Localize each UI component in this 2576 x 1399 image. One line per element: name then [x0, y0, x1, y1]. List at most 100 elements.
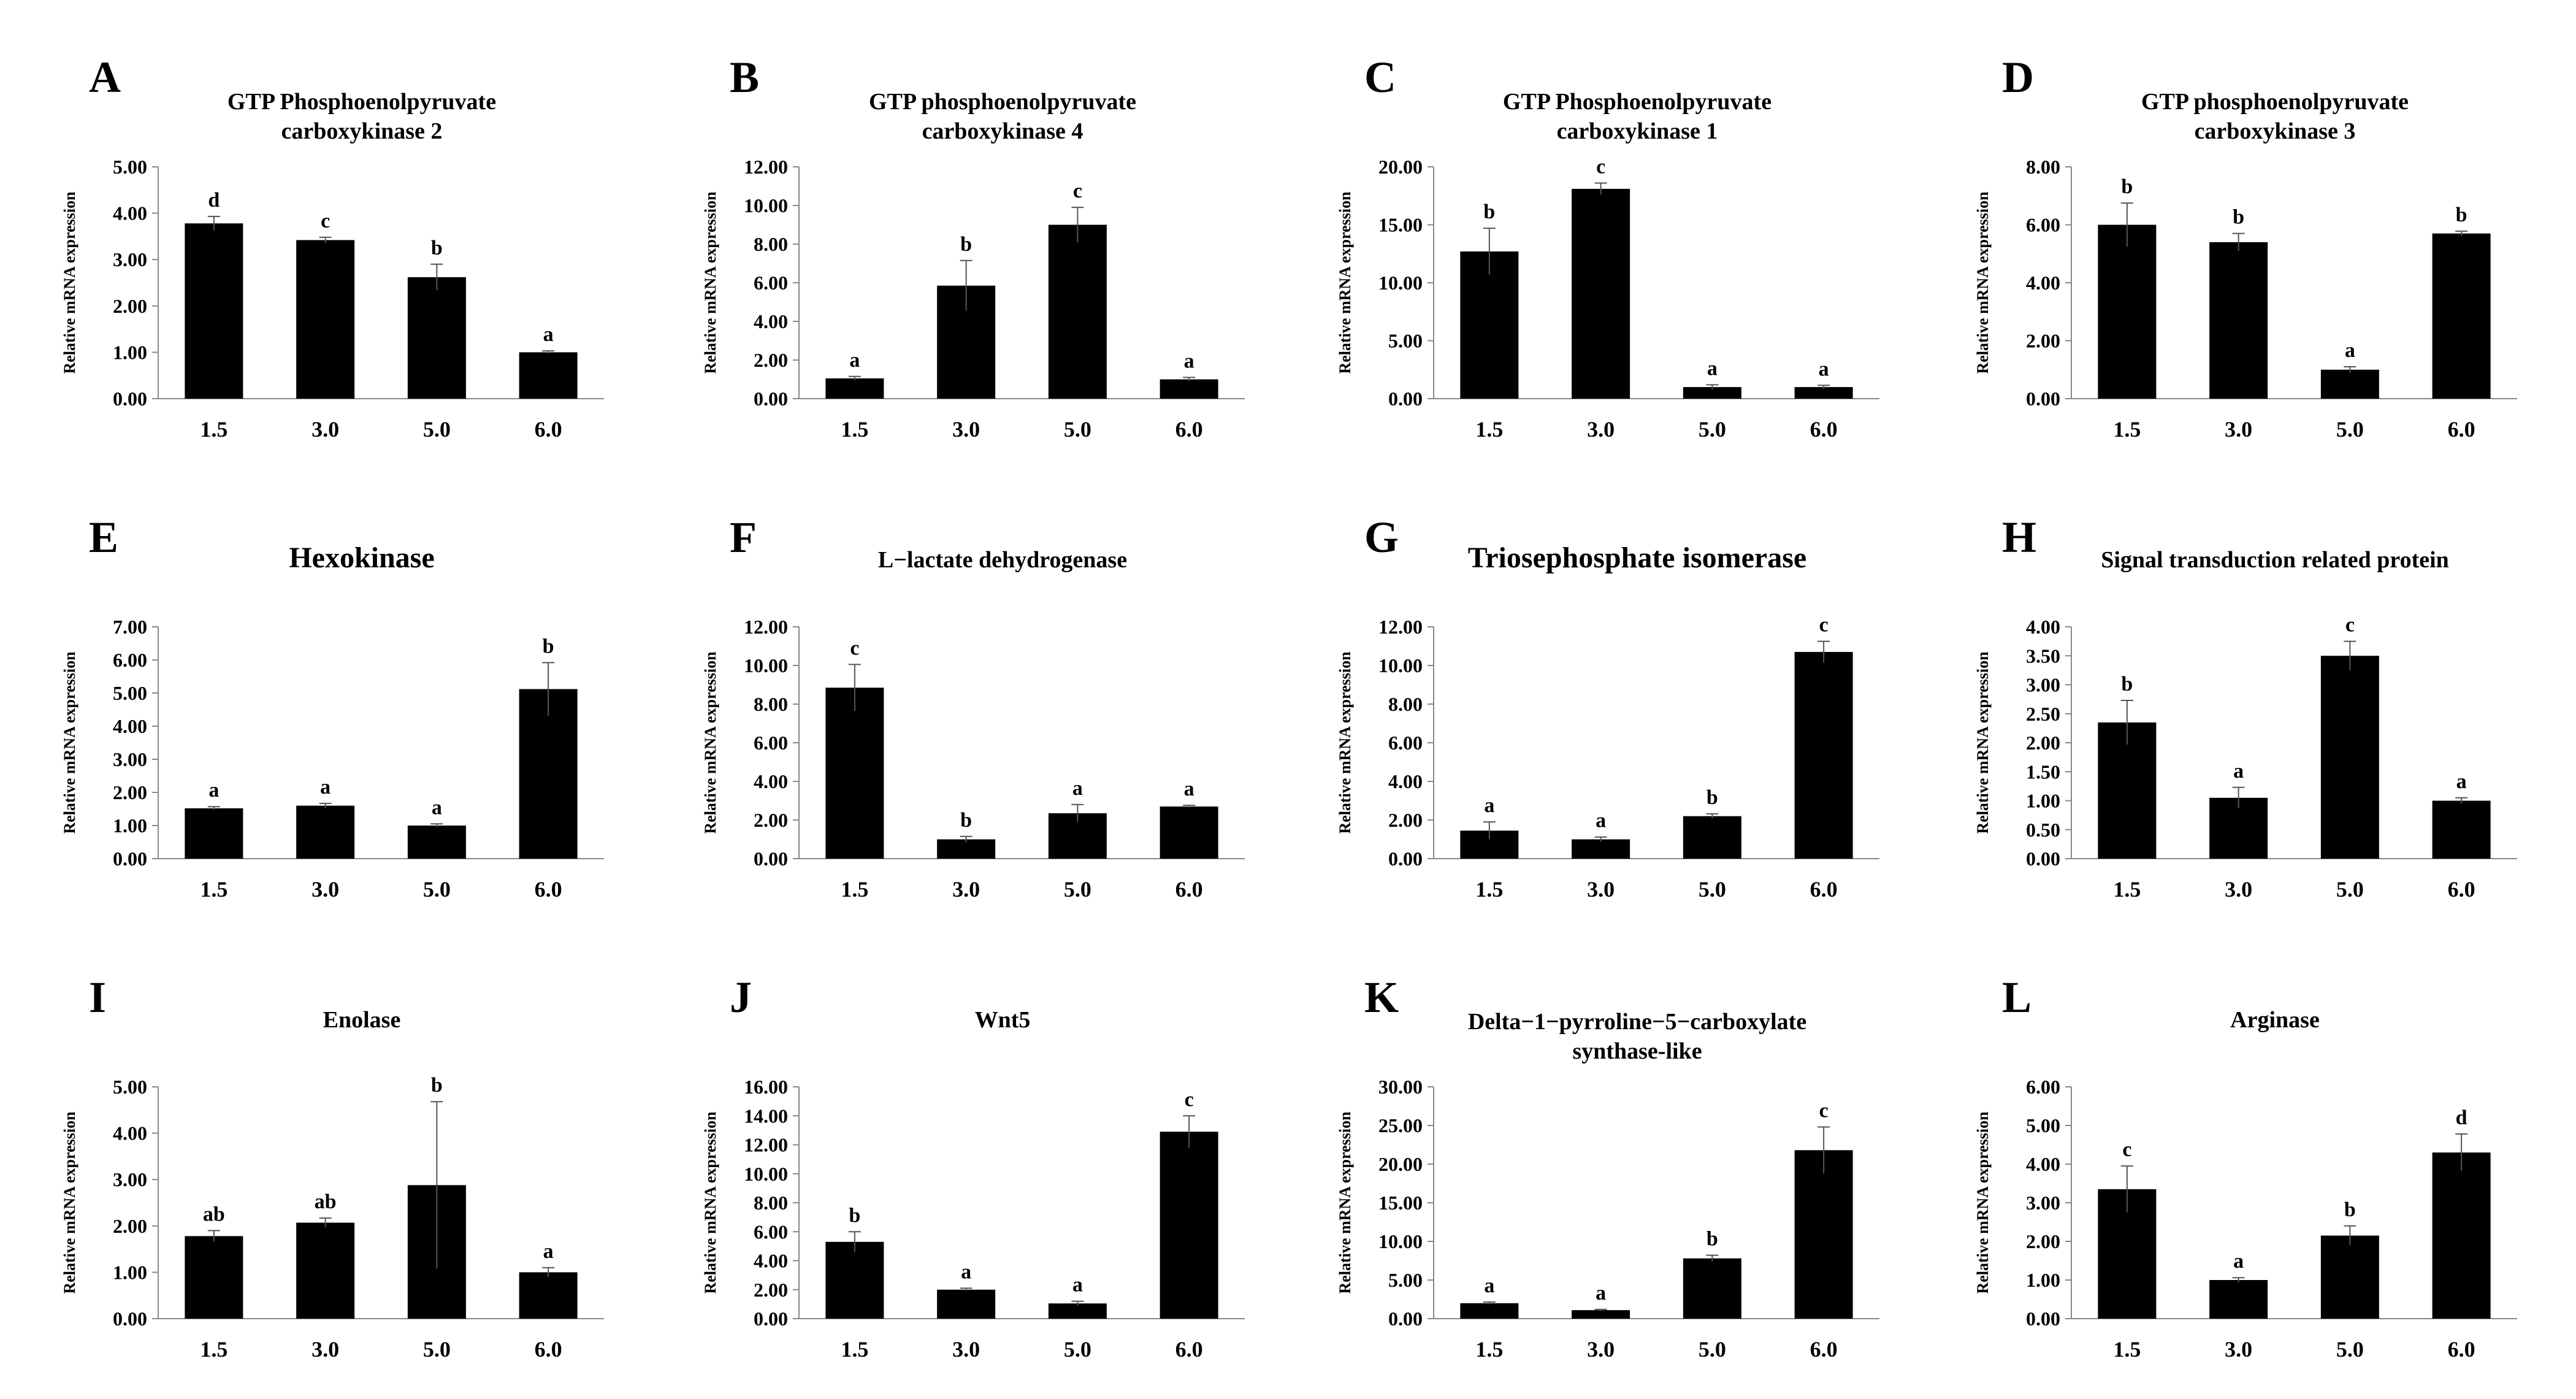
significance-label: b [1707, 1228, 1718, 1251]
panel-letter: B [730, 53, 759, 102]
chart-title-line: carboxykinase 1 [1557, 118, 1718, 144]
bar-3.0 [1572, 188, 1630, 399]
bar-5.0 [2320, 656, 2379, 859]
significance-label: ab [315, 1190, 337, 1213]
bar-5.0 [1683, 1258, 1741, 1319]
x-tick-label: 1.5 [841, 417, 868, 442]
y-tick-label: 0.00 [754, 1308, 788, 1330]
x-tick-label: 1.5 [1475, 1337, 1503, 1362]
panel-letter: K [1364, 973, 1399, 1022]
y-tick-label: 0.00 [113, 848, 147, 870]
bar-5.0 [1683, 387, 1741, 399]
y-tick-label: 30.00 [1378, 1076, 1423, 1098]
chart-title-line: carboxykinase 4 [922, 118, 1084, 144]
bar-1.5 [825, 688, 884, 859]
panel-d: D GTP phosphoenolpyruvate carboxykinase 3 R… [1974, 53, 2517, 442]
y-tick-label: 4.00 [1388, 770, 1423, 792]
x-tick-label: 5.0 [1064, 877, 1091, 902]
x-tick-label: 5.0 [1064, 1337, 1091, 1362]
y-tick-label: 2.00 [1388, 809, 1423, 831]
y-tick-label: 0.00 [1388, 388, 1423, 410]
y-tick-label: 2.50 [2026, 703, 2060, 725]
significance-label: b [431, 237, 443, 259]
y-tick-label: 4.00 [754, 770, 788, 792]
x-tick-label: 6.0 [535, 877, 562, 902]
significance-label: a [432, 796, 442, 819]
y-axis-label: Relative mRNA expression [701, 651, 719, 834]
y-axis-label: Relative mRNA expression [1974, 191, 1992, 374]
bar-3.0 [296, 1222, 355, 1319]
x-tick-label: 5.0 [423, 1337, 451, 1362]
y-tick-label: 3.00 [2026, 1192, 2060, 1214]
significance-label: b [2121, 175, 2133, 198]
bar-6.0 [1160, 806, 1218, 859]
significance-label: c [1819, 1100, 1829, 1122]
significance-label: a [1596, 810, 1606, 832]
x-tick-label: 5.0 [1699, 417, 1726, 442]
x-tick-label: 1.5 [200, 417, 227, 442]
y-tick-label: 10.00 [744, 1163, 788, 1185]
y-tick-label: 0.00 [2026, 1308, 2060, 1330]
significance-label: a [1596, 1282, 1606, 1305]
chart-title-line: carboxykinase 3 [2195, 118, 2356, 144]
y-tick-label: 6.00 [754, 732, 788, 754]
bar-5.0 [407, 826, 466, 859]
y-axis-label: Relative mRNA expression [1974, 651, 1992, 834]
x-tick-label: 6.0 [1810, 417, 1838, 442]
y-tick-label: 16.00 [744, 1076, 788, 1098]
significance-label: b [960, 809, 972, 832]
significance-label: b [2456, 204, 2467, 226]
y-tick-label: 4.00 [113, 202, 147, 224]
y-tick-label: 12.00 [744, 156, 788, 178]
bar-6.0 [519, 352, 578, 399]
y-tick-label: 8.00 [754, 1192, 788, 1214]
x-tick-label: 3.0 [952, 417, 980, 442]
bar-3.0 [1572, 1310, 1630, 1319]
panel-j: J Wnt5 Relative mRNA expression 0.00 2.00 4.0… [701, 973, 1245, 1362]
y-axis-label: Relative mRNA expression [1336, 651, 1354, 834]
y-tick-label: 8.00 [754, 233, 788, 255]
significance-label: b [543, 635, 554, 657]
bar-3.0 [937, 1289, 996, 1319]
y-axis-label: Relative mRNA expression [61, 651, 78, 834]
significance-label: a [849, 349, 860, 372]
x-tick-label: 1.5 [2113, 1337, 2141, 1362]
significance-label: b [960, 233, 972, 256]
y-tick-label: 7.00 [113, 616, 147, 638]
bar-5.0 [1048, 1303, 1107, 1319]
bar-5.0 [2320, 1235, 2379, 1319]
y-tick-label: 1.00 [113, 1261, 147, 1283]
x-tick-label: 1.5 [841, 1337, 868, 1362]
bar-6.0 [519, 1272, 578, 1319]
y-tick-label: 4.00 [754, 1250, 788, 1272]
panel-letter: I [89, 973, 106, 1022]
y-tick-label: 3.00 [113, 248, 147, 270]
chart-title-line: carboxykinase 2 [281, 118, 443, 144]
y-tick-label: 12.00 [744, 1134, 788, 1156]
chart-title-line: Wnt5 [975, 1007, 1031, 1033]
x-tick-label: 3.0 [311, 1337, 339, 1362]
y-tick-label: 6.00 [2026, 1076, 2060, 1098]
y-tick-label: 6.00 [2026, 214, 2060, 236]
panel-letter: F [730, 513, 757, 562]
y-axis-label: Relative mRNA expression [1336, 191, 1354, 374]
significance-label: a [1072, 1274, 1083, 1297]
panel-h: H Signal transduction related protein Rela… [1974, 513, 2517, 902]
x-tick-label: 5.0 [1699, 1337, 1726, 1362]
y-tick-label: 1.50 [2026, 761, 2060, 783]
panel-letter: E [89, 513, 118, 562]
significance-label: a [961, 1260, 971, 1283]
bar-3.0 [296, 805, 355, 859]
significance-label: a [208, 779, 219, 802]
y-tick-label: 12.00 [1378, 616, 1423, 638]
x-tick-label: 5.0 [2336, 417, 2364, 442]
significance-label: a [2345, 339, 2355, 362]
chart-title-line: GTP phosphoenolpyruvate [869, 89, 1136, 115]
bar-1.5 [1460, 1303, 1519, 1319]
x-tick-label: 3.0 [311, 417, 339, 442]
y-tick-label: 0.00 [754, 848, 788, 870]
y-axis-label: Relative mRNA expression [61, 191, 78, 374]
chart-title-line: L−lactate dehydrogenase [878, 547, 1127, 573]
y-tick-label: 5.00 [2026, 1114, 2060, 1136]
x-tick-label: 5.0 [423, 417, 451, 442]
